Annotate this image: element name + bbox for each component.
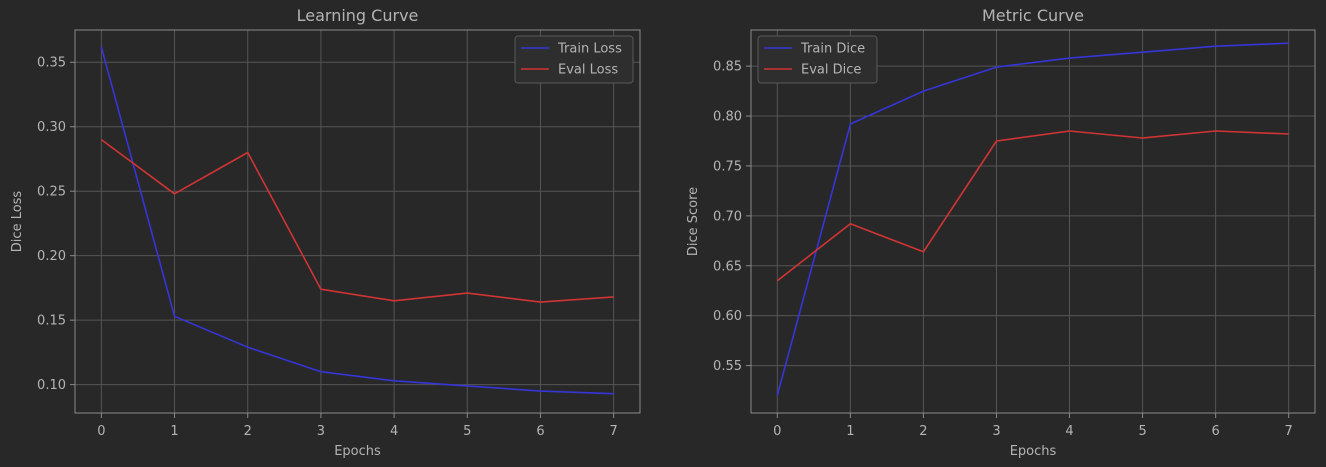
- y-tick-label: 0.35: [37, 56, 66, 71]
- y-tick-label: 0.75: [713, 159, 742, 174]
- x-tick-label: 6: [1212, 424, 1220, 439]
- y-tick-label: 0.15: [37, 314, 66, 329]
- legend: Train Dice Eval Dice: [757, 35, 878, 84]
- legend-label: Eval Loss: [558, 63, 618, 78]
- x-tick-label: 2: [919, 424, 927, 439]
- y-tick-label: 0.60: [713, 309, 742, 324]
- y-tick-label: 0.70: [713, 209, 742, 224]
- x-axis-label: Epochs: [334, 444, 381, 459]
- legend-label: Train Dice: [800, 42, 865, 57]
- y-tick-label: 0.55: [713, 359, 742, 374]
- x-tick-label: 7: [610, 424, 618, 439]
- x-axis-label: Epochs: [1010, 444, 1057, 459]
- x-tick-label: 5: [463, 424, 471, 439]
- x-tick-label: 3: [992, 424, 1000, 439]
- series-line-train-loss: [100, 46, 614, 395]
- x-tick-label: 4: [390, 424, 398, 439]
- metric-curve-chart: 0 1 2 3 4 5 6 7 0.55 0.60 0.65 0.70 0.75 0.80 0.85 Metr…: [686, 6, 1316, 459]
- y-tick-label: 0.10: [37, 378, 66, 393]
- x-tick-label: 6: [536, 424, 544, 439]
- x-tick-label: 0: [773, 424, 781, 439]
- series-line-eval-dice: [776, 130, 1289, 282]
- y-tick-label: 0.25: [37, 185, 66, 200]
- y-axis-label: Dice Loss: [10, 191, 25, 253]
- x-tick-label: 2: [244, 424, 252, 439]
- y-tick-label: 0.80: [713, 110, 742, 125]
- y-tick-label: 0.85: [713, 60, 742, 75]
- y-axis-label: Dice Score: [686, 187, 701, 256]
- legend-label: Eval Dice: [801, 63, 861, 78]
- y-tick-label: 0.65: [713, 259, 742, 274]
- chart-title: Metric Curve: [982, 6, 1084, 25]
- x-tick-label: 1: [170, 424, 178, 439]
- chart-title: Learning Curve: [297, 6, 419, 25]
- series-line-train-dice: [776, 42, 1289, 396]
- legend: Train Loss Eval Loss: [514, 35, 634, 84]
- x-tick-label: 0: [97, 424, 105, 439]
- x-tick-label: 1: [846, 424, 854, 439]
- x-tick-label: 7: [1285, 424, 1293, 439]
- plot-area-frame: [74, 29, 641, 414]
- x-tick-label: 5: [1138, 424, 1146, 439]
- x-tick-label: 3: [317, 424, 325, 439]
- series-line-eval-loss: [100, 138, 614, 303]
- legend-label: Train Loss: [557, 42, 622, 57]
- y-tick-label: 0.20: [37, 249, 66, 264]
- plot-area-frame: [750, 29, 1316, 414]
- y-tick-label: 0.30: [37, 120, 66, 135]
- learning-curve-chart: 0 1 2 3 4 5 6 7 0.10 0.15 0.20 0.25 0.30 0.35 Learning…: [10, 6, 641, 459]
- x-tick-label: 4: [1065, 424, 1073, 439]
